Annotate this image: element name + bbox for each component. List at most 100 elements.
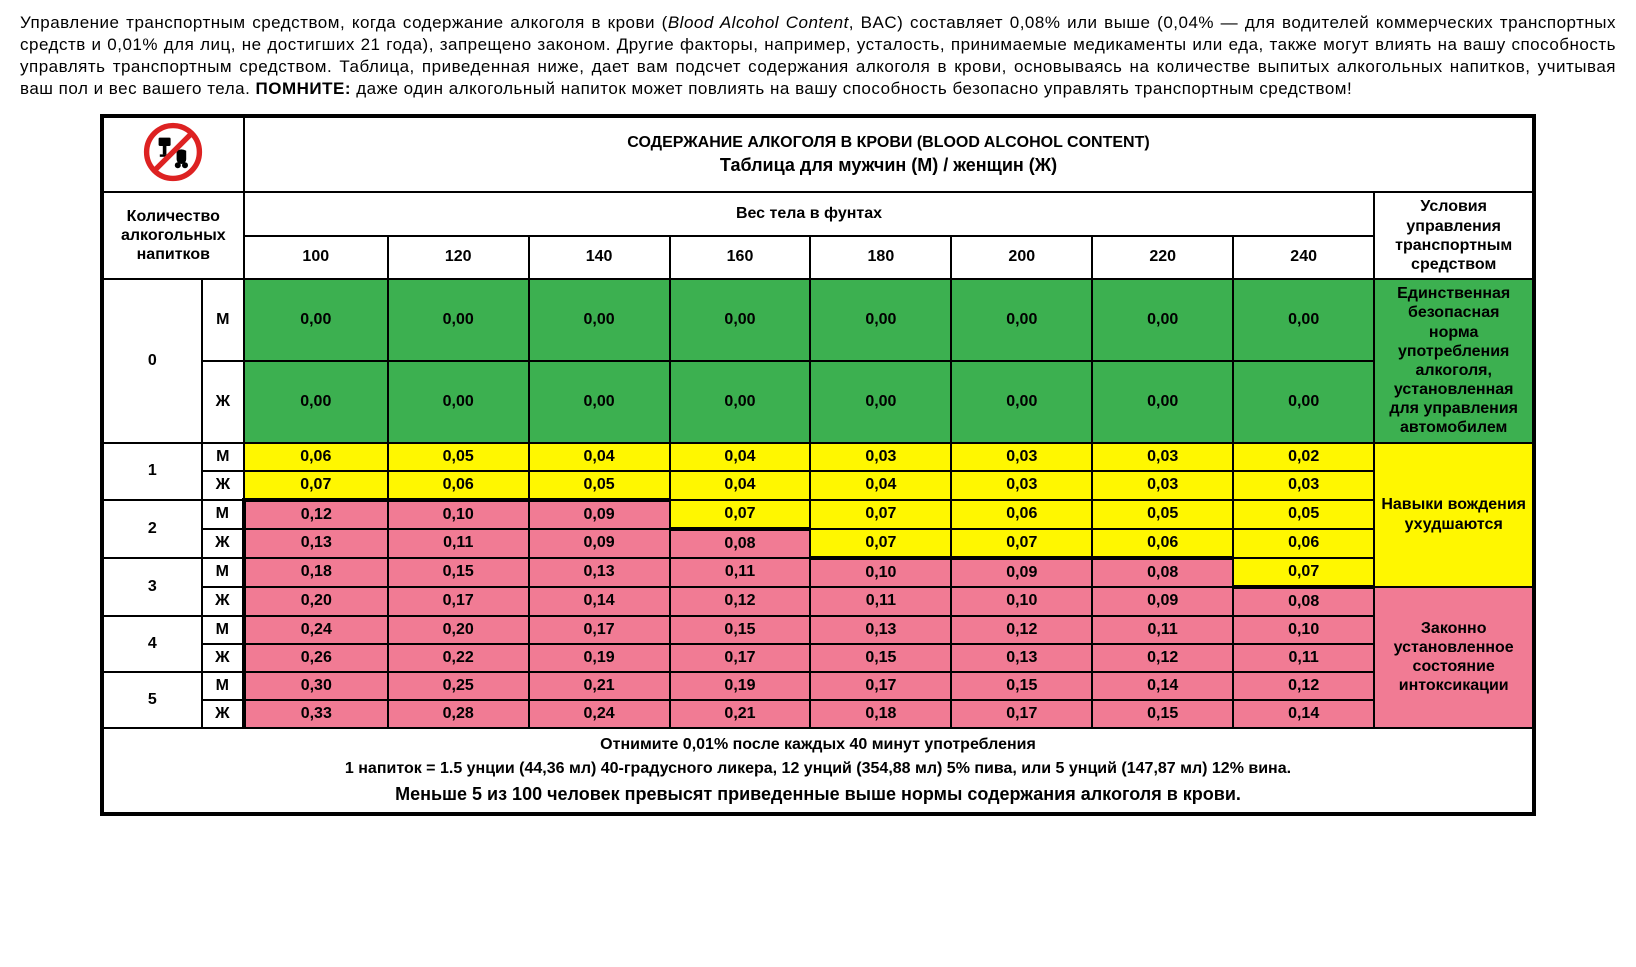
no-drink-drive-icon bbox=[102, 116, 244, 192]
bac-value: 0,11 bbox=[810, 587, 951, 616]
bac-value: 0,13 bbox=[951, 644, 1092, 672]
bac-value: 0,21 bbox=[670, 700, 811, 728]
bac-value: 0,19 bbox=[670, 672, 811, 700]
bac-value: 0,15 bbox=[951, 672, 1092, 700]
gender-m: М bbox=[202, 279, 244, 361]
bac-value: 0,08 bbox=[670, 529, 811, 558]
bac-value: 0,10 bbox=[1233, 616, 1374, 644]
bac-value: 0,15 bbox=[388, 558, 529, 587]
bac-value: 0,00 bbox=[951, 361, 1092, 443]
bac-value: 0,03 bbox=[951, 471, 1092, 500]
condition-intox: Законно установленное состояние интоксик… bbox=[1374, 587, 1534, 728]
bac-value: 0,04 bbox=[670, 471, 811, 500]
bac-value: 0,13 bbox=[529, 558, 670, 587]
bac-value: 0,17 bbox=[670, 644, 811, 672]
bac-value: 0,07 bbox=[670, 500, 811, 529]
intro-text-1: Управление транспортным средством, когда… bbox=[20, 13, 668, 32]
bac-value: 0,14 bbox=[1233, 700, 1374, 728]
bac-value: 0,13 bbox=[810, 616, 951, 644]
bac-value: 0,00 bbox=[810, 361, 951, 443]
bac-value: 0,05 bbox=[388, 443, 529, 471]
bac-value: 0,03 bbox=[1233, 471, 1374, 500]
weight-col-120: 120 bbox=[388, 236, 529, 279]
bac-value: 0,00 bbox=[1092, 279, 1233, 361]
bac-value: 0,12 bbox=[951, 616, 1092, 644]
bac-value: 0,09 bbox=[529, 529, 670, 558]
gender-m: М bbox=[202, 558, 244, 587]
bac-value: 0,00 bbox=[670, 361, 811, 443]
bac-value: 0,12 bbox=[244, 500, 388, 529]
bac-value: 0,00 bbox=[810, 279, 951, 361]
bac-value: 0,12 bbox=[1233, 672, 1374, 700]
bac-value: 0,03 bbox=[1092, 471, 1233, 500]
weight-col-180: 180 bbox=[810, 236, 951, 279]
bac-value: 0,00 bbox=[388, 361, 529, 443]
bac-value: 0,25 bbox=[388, 672, 529, 700]
bac-value: 0,06 bbox=[1233, 529, 1374, 558]
drinks-header: Количество алкогольных напитков bbox=[102, 192, 244, 279]
weight-col-220: 220 bbox=[1092, 236, 1233, 279]
bac-value: 0,09 bbox=[529, 500, 670, 529]
bac-value: 0,03 bbox=[951, 443, 1092, 471]
bac-value: 0,08 bbox=[1233, 587, 1374, 616]
bac-value: 0,24 bbox=[529, 700, 670, 728]
bac-value: 0,13 bbox=[244, 529, 388, 558]
bac-value: 0,02 bbox=[1233, 443, 1374, 471]
table-main-title: СОДЕРЖАНИЕ АЛКОГОЛЯ В КРОВИ (BLOOD ALCOH… bbox=[627, 134, 1149, 151]
bac-value: 0,06 bbox=[388, 471, 529, 500]
weight-col-160: 160 bbox=[670, 236, 811, 279]
intro-text-3: даже один алкогольный напиток может повл… bbox=[351, 79, 1352, 98]
bac-value: 0,22 bbox=[388, 644, 529, 672]
table-title-cell: СОДЕРЖАНИЕ АЛКОГОЛЯ В КРОВИ (BLOOD ALCOH… bbox=[244, 116, 1534, 192]
bac-value: 0,12 bbox=[670, 587, 811, 616]
bac-value: 0,04 bbox=[810, 471, 951, 500]
footer-line-3: Меньше 5 из 100 человек превысят приведе… bbox=[395, 784, 1241, 804]
drinks-3: 3 bbox=[102, 558, 202, 616]
bac-table: СОДЕРЖАНИЕ АЛКОГОЛЯ В КРОВИ (BLOOD ALCOH… bbox=[100, 114, 1536, 815]
bac-value: 0,05 bbox=[1092, 500, 1233, 529]
bac-value: 0,14 bbox=[529, 587, 670, 616]
bac-value: 0,10 bbox=[951, 587, 1092, 616]
bac-value: 0,11 bbox=[1233, 644, 1374, 672]
weight-col-140: 140 bbox=[529, 236, 670, 279]
gender-m: М bbox=[202, 500, 244, 529]
bac-value: 0,20 bbox=[244, 587, 388, 616]
condition-header: Условия управления транспортным средство… bbox=[1374, 192, 1534, 279]
condition-safe: Единственная безопасная норма употреблен… bbox=[1374, 279, 1534, 443]
gender-f: Ж bbox=[202, 471, 244, 500]
bac-value: 0,14 bbox=[1092, 672, 1233, 700]
bac-value: 0,00 bbox=[244, 279, 388, 361]
gender-f: Ж bbox=[202, 700, 244, 728]
intro-bold: ПОМНИТЕ: bbox=[256, 79, 351, 98]
drinks-4: 4 bbox=[102, 616, 202, 672]
bac-value: 0,15 bbox=[670, 616, 811, 644]
bac-value: 0,11 bbox=[670, 558, 811, 587]
gender-f: Ж bbox=[202, 361, 244, 443]
bac-value: 0,12 bbox=[1092, 644, 1233, 672]
bac-value: 0,11 bbox=[1092, 616, 1233, 644]
bac-value: 0,00 bbox=[529, 361, 670, 443]
bac-value: 0,10 bbox=[388, 500, 529, 529]
bac-value: 0,24 bbox=[244, 616, 388, 644]
gender-m: М bbox=[202, 443, 244, 471]
bac-value: 0,15 bbox=[1092, 700, 1233, 728]
drinks-1: 1 bbox=[102, 443, 202, 500]
bac-value: 0,10 bbox=[810, 558, 951, 587]
table-subtitle: Таблица для мужчин (М) / женщин (Ж) bbox=[720, 155, 1057, 175]
bac-value: 0,28 bbox=[388, 700, 529, 728]
weight-header: Вес тела в фунтах bbox=[244, 192, 1374, 235]
bac-value: 0,09 bbox=[951, 558, 1092, 587]
bac-value: 0,17 bbox=[951, 700, 1092, 728]
footer-line-1: Отнимите 0,01% после каждых 40 минут упо… bbox=[600, 736, 1036, 753]
drinks-0: 0 bbox=[102, 279, 202, 443]
bac-value: 0,03 bbox=[810, 443, 951, 471]
bac-value: 0,21 bbox=[529, 672, 670, 700]
bac-value: 0,08 bbox=[1092, 558, 1233, 587]
bac-value: 0,04 bbox=[529, 443, 670, 471]
bac-value: 0,17 bbox=[388, 587, 529, 616]
gender-f: Ж bbox=[202, 644, 244, 672]
bac-value: 0,26 bbox=[244, 644, 388, 672]
footer-line-2: 1 напиток = 1.5 унции (44,36 мл) 40-град… bbox=[345, 760, 1291, 777]
bac-value: 0,07 bbox=[810, 500, 951, 529]
bac-value: 0,07 bbox=[951, 529, 1092, 558]
